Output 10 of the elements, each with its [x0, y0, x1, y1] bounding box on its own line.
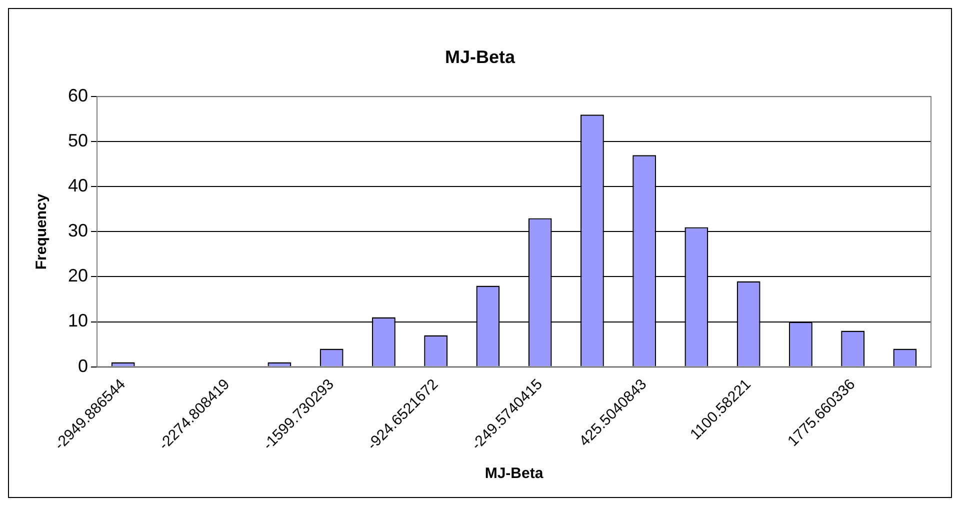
y-axis-title: Frequency: [33, 193, 50, 270]
y-tick-label: 40: [68, 176, 88, 196]
y-tick-label: 20: [68, 266, 88, 286]
chart-title: MJ-Beta: [444, 46, 516, 67]
x-axis-title: MJ-Beta: [484, 465, 544, 482]
y-tick-label: 0: [78, 356, 88, 376]
y-tick-label: 30: [68, 220, 88, 241]
y-tick-label: 50: [68, 130, 88, 151]
y-tick-label: 10: [68, 310, 88, 331]
y-tick-label: 60: [68, 86, 88, 106]
